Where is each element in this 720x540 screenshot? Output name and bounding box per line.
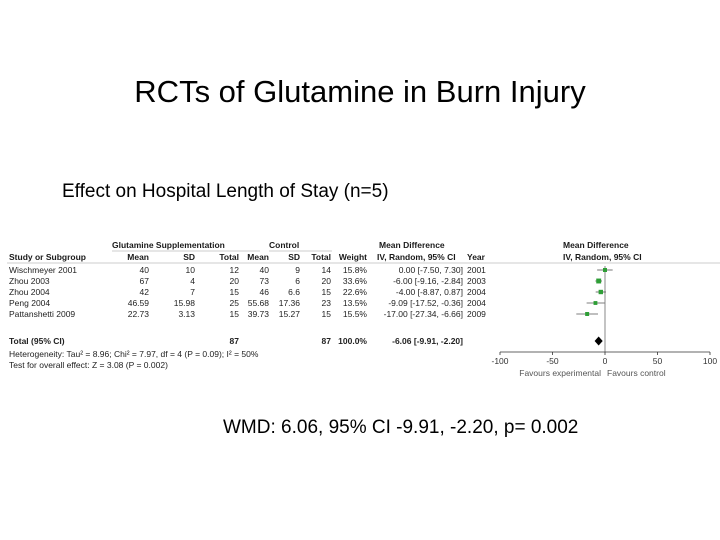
total-ci: -6.06 [-9.91, -2.20]: [392, 336, 463, 346]
forest-plot-area: -100 -50 0 50 100: [491, 266, 717, 366]
study-weight: 33.6%: [343, 276, 368, 286]
study-row: Zhou 2003 67 4 20 73 6 20 33.6% -6.00 [-…: [9, 276, 486, 286]
exp-mean: 22.73: [128, 309, 150, 319]
exp-mean: 40: [140, 265, 150, 275]
favours-ctrl-label: Favours control: [607, 368, 666, 378]
header-study: Study or Subgroup: [9, 252, 86, 262]
overall-effect-text: Test for overall effect: Z = 3.08 (P = 0…: [9, 360, 168, 370]
exp-total: 15: [230, 287, 240, 297]
exp-mean: 46.59: [128, 298, 150, 308]
study-ci: 0.00 [-7.50, 7.30]: [399, 265, 463, 275]
header-md-sub: IV, Random, 95% CI: [377, 252, 456, 262]
study-weight: 13.5%: [343, 298, 368, 308]
ctrl-total: 15: [322, 287, 332, 297]
axis-tick-label: 0: [603, 356, 608, 366]
header-exp-mean: Mean: [127, 252, 149, 262]
exp-sd: 7: [190, 287, 195, 297]
header-ctrl-group: Control: [269, 240, 299, 250]
exp-sd: 4: [190, 276, 195, 286]
ctrl-mean: 55.68: [248, 298, 270, 308]
header-year: Year: [467, 252, 486, 262]
study-year: 2001: [467, 265, 486, 275]
ctrl-mean: 46: [260, 287, 270, 297]
header-exp-total: Total: [219, 252, 239, 262]
header-exp-group: Glutamine Supplementation: [112, 240, 225, 250]
exp-mean: 67: [140, 276, 150, 286]
study-row: Zhou 2004 42 7 15 46 6.6 15 22.6% -4.00 …: [9, 287, 486, 297]
study-year: 2009: [467, 309, 486, 319]
study-row: Pattanshetti 2009 22.73 3.13 15 39.73 15…: [9, 309, 486, 319]
study-weight: 15.5%: [343, 309, 368, 319]
exp-sd: 10: [186, 265, 196, 275]
ctrl-mean: 39.73: [248, 309, 270, 319]
ctrl-total: 15: [322, 309, 332, 319]
ctrl-total: 14: [322, 265, 332, 275]
forest-plot: Glutamine Supplementation Control Mean D…: [7, 240, 720, 378]
axis-tick-label: -100: [491, 356, 508, 366]
study-name: Wischmeyer 2001: [9, 265, 77, 275]
study-marker: [596, 278, 602, 284]
study-weight: 15.8%: [343, 265, 368, 275]
total-exp: 87: [230, 336, 240, 346]
study-name: Zhou 2003: [9, 276, 50, 286]
axis-tick-label: -50: [546, 356, 559, 366]
study-ci: -17.00 [-27.34, -6.66]: [384, 309, 463, 319]
study-name: Peng 2004: [9, 298, 50, 308]
study-year: 2004: [467, 298, 486, 308]
header-ctrl-mean: Mean: [247, 252, 269, 262]
study-ci: -4.00 [-8.87, 0.87]: [396, 287, 463, 297]
axis-tick-label: 100: [703, 356, 717, 366]
exp-total: 25: [230, 298, 240, 308]
exp-total: 12: [230, 265, 240, 275]
total-label: Total (95% CI): [9, 336, 65, 346]
ctrl-sd: 6: [295, 276, 300, 286]
wmd-summary: WMD: 6.06, 95% CI -9.91, -2.20, p= 0.002: [223, 417, 579, 438]
study-row: Peng 2004 46.59 15.98 25 55.68 17.36 23 …: [9, 298, 486, 308]
exp-mean: 42: [140, 287, 150, 297]
ctrl-sd: 6.6: [288, 287, 300, 297]
study-weight: 22.6%: [343, 287, 368, 297]
ctrl-sd: 17.36: [279, 298, 301, 308]
study-marker: [598, 289, 603, 295]
study-ci: -6.00 [-9.16, -2.84]: [393, 276, 463, 286]
study-marker: [593, 301, 598, 305]
ctrl-sd: 15.27: [279, 309, 301, 319]
study-marker: [603, 268, 607, 272]
exp-total: 15: [230, 309, 240, 319]
study-name: Zhou 2004: [9, 287, 50, 297]
exp-sd: 3.13: [178, 309, 195, 319]
ctrl-sd: 9: [295, 265, 300, 275]
ctrl-mean: 73: [260, 276, 270, 286]
ctrl-total: 20: [322, 276, 332, 286]
total-row: Total (95% CI) 87 87 100.0% -6.06 [-9.91…: [9, 336, 463, 346]
exp-total: 20: [230, 276, 240, 286]
study-year: 2004: [467, 287, 486, 297]
ctrl-mean: 40: [260, 265, 270, 275]
slide-title: RCTs of Glutamine in Burn Injury: [134, 74, 586, 109]
heterogeneity-text: Heterogeneity: Tau² = 8.96; Chi² = 7.97,…: [9, 349, 259, 359]
study-marker: [585, 312, 590, 316]
slide-subtitle: Effect on Hospital Length of Stay (n=5): [62, 181, 389, 202]
header-ctrl-sd: SD: [288, 252, 300, 262]
exp-sd: 15.98: [174, 298, 196, 308]
study-ci: -9.09 [-17.52, -0.36]: [388, 298, 463, 308]
axis-tick-label: 50: [653, 356, 663, 366]
favours-exp-label: Favours experimental: [519, 368, 601, 378]
total-ctrl: 87: [322, 336, 332, 346]
total-weight: 100.0%: [338, 336, 367, 346]
study-row: Wischmeyer 2001 40 10 12 40 9 14 15.8% 0…: [9, 265, 486, 275]
header-exp-sd: SD: [183, 252, 195, 262]
summary-diamond: [594, 336, 603, 346]
ctrl-total: 23: [322, 298, 332, 308]
header-plot-sub: IV, Random, 95% CI: [563, 252, 642, 262]
study-name: Pattanshetti 2009: [9, 309, 75, 319]
study-year: 2003: [467, 276, 486, 286]
header-weight: Weight: [339, 252, 367, 262]
header-plot-group: Mean Difference: [563, 240, 629, 250]
header-ctrl-total: Total: [311, 252, 331, 262]
header-md-group: Mean Difference: [379, 240, 445, 250]
